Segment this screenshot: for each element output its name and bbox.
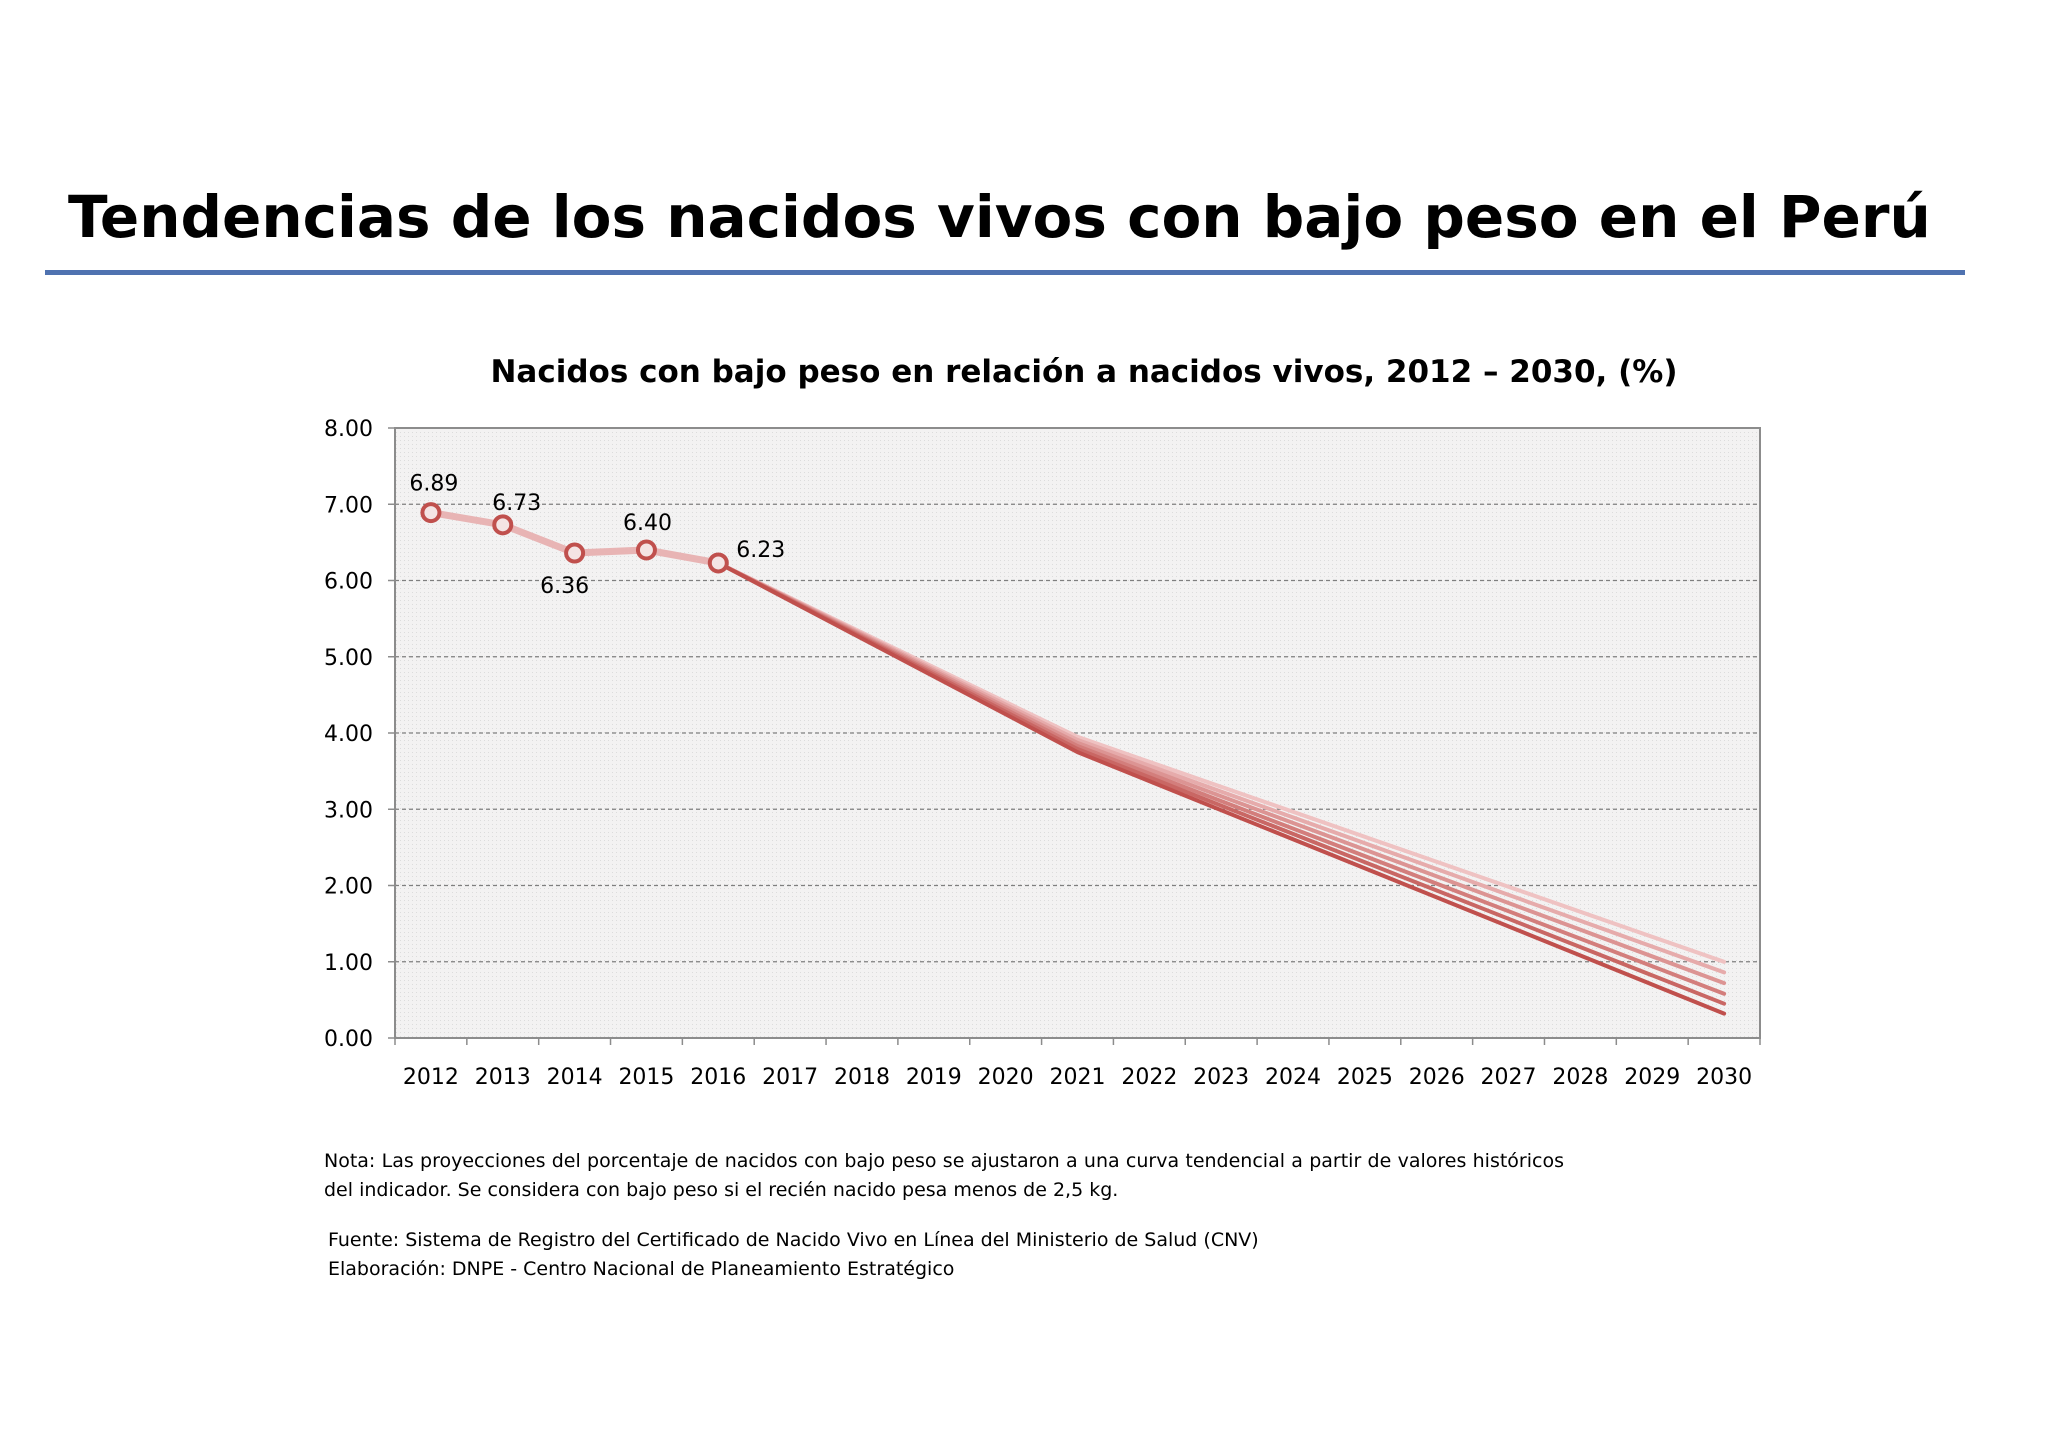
x-tick-label: 2029 [1624,1065,1680,1090]
y-tick-label: 8.00 [324,417,373,442]
y-tick-label: 6.00 [324,570,373,595]
projection-line [716,561,1727,1016]
data-label: 6.73 [492,491,541,516]
x-tick-label: 2017 [762,1065,818,1090]
source-line: Fuente: Sistema de Registro del Certific… [328,1229,1259,1251]
x-tick-label: 2021 [1050,1065,1106,1090]
elaboration-line: Elaboración: DNPE - Centro Nacional de P… [328,1258,955,1280]
data-point [420,502,442,524]
y-tick-label: 4.00 [324,722,373,747]
x-tick-label: 2013 [475,1065,531,1090]
chart-note: Nota: Las proyecciones del porcentaje de… [324,1150,1564,1201]
data-label: 6.40 [623,511,672,536]
x-tick-label: 2024 [1265,1065,1321,1090]
x-tick-label: 2023 [1193,1065,1249,1090]
x-tick-label: 2012 [403,1065,459,1090]
sources-block: Fuente: Sistema de Registro del Certific… [328,1226,1259,1284]
y-tick-label: 5.00 [324,646,373,671]
y-tick-label: 3.00 [324,798,373,823]
y-tick-label: 2.00 [324,875,373,900]
x-tick-label: 2016 [690,1065,746,1090]
x-tick-label: 2018 [834,1065,890,1090]
data-label: 6.36 [540,574,589,599]
x-tick-label: 2015 [618,1065,674,1090]
x-tick-label: 2025 [1337,1065,1393,1090]
y-tick-label: 7.00 [324,493,373,518]
data-point [635,539,657,561]
x-tick-label: 2022 [1121,1065,1177,1090]
x-tick-label: 2026 [1409,1065,1465,1090]
x-tick-label: 2019 [906,1065,962,1090]
page-title: Tendencias de los nacidos vivos con bajo… [68,183,1931,251]
x-tick-label: 2027 [1481,1065,1537,1090]
data-point [707,552,729,574]
data-point [492,514,514,536]
data-label: 6.23 [736,538,785,563]
x-tick-label: 2020 [978,1065,1034,1090]
x-tick-label: 2014 [547,1065,603,1090]
title-divider [45,270,1965,275]
x-tick-label: 2030 [1696,1065,1752,1090]
y-tick-label: 0.00 [324,1027,373,1052]
y-tick-label: 1.00 [324,951,373,976]
chart-title: Nacidos con bajo peso en relación a naci… [490,354,1678,390]
data-label: 6.89 [409,472,458,497]
x-tick-label: 2028 [1552,1065,1608,1090]
data-point [564,542,586,564]
